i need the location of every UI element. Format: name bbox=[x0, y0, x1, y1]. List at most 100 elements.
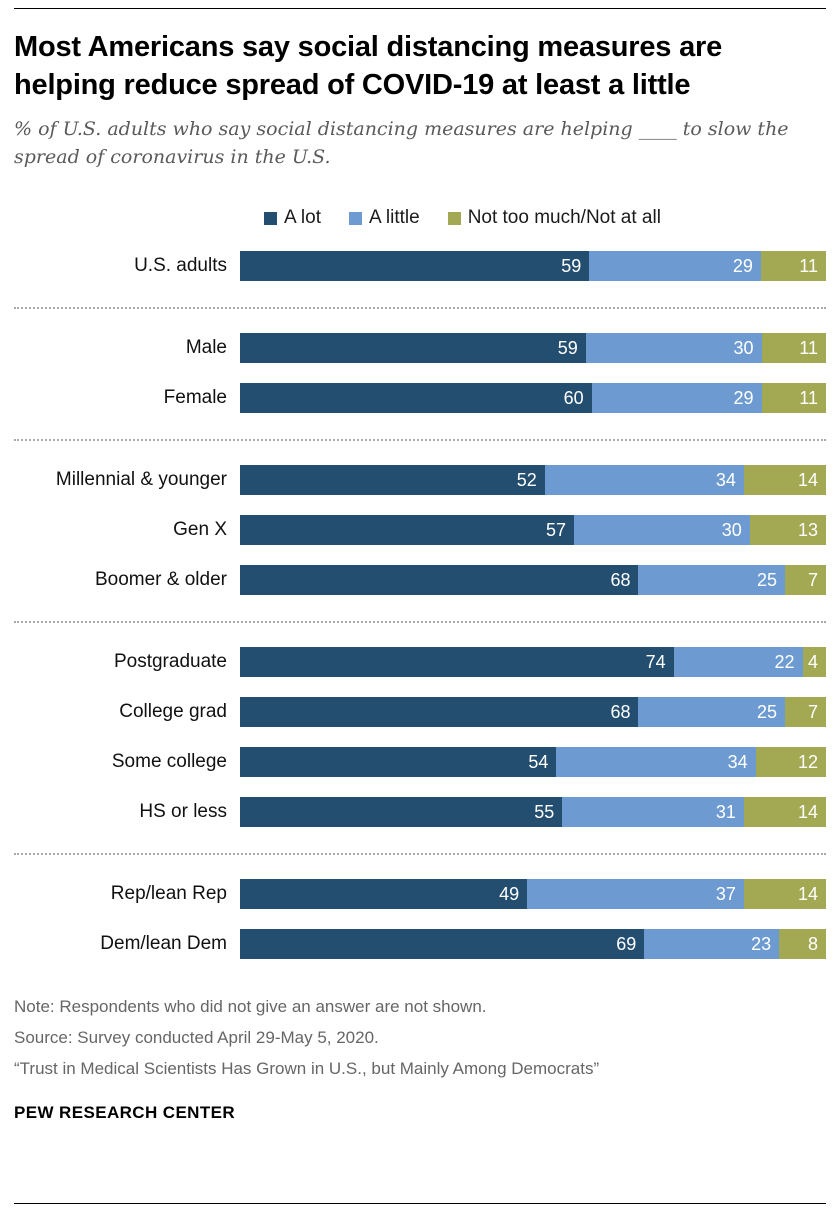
bar-row: Postgraduate 74 22 4 bbox=[14, 647, 826, 678]
row-label: Gen X bbox=[173, 519, 227, 541]
legend-swatch-icon bbox=[447, 211, 461, 225]
bar-value-label: 59 bbox=[557, 337, 578, 358]
bar-segment-1: 37 bbox=[527, 879, 744, 910]
bar-value-label: 34 bbox=[715, 469, 736, 490]
bar-segment-0: 59 bbox=[240, 333, 586, 364]
bar-value-label: 4 bbox=[807, 651, 818, 672]
group-divider bbox=[14, 307, 826, 310]
chart-subtitle: % of U.S. adults who say social distanci… bbox=[14, 118, 789, 168]
bar-value-label: 11 bbox=[799, 255, 818, 276]
bar-segment-2: 12 bbox=[755, 747, 826, 778]
bottom-rule bbox=[14, 1203, 826, 1204]
bar-row: Male 59 30 11 bbox=[14, 333, 826, 364]
bar-value-label: 49 bbox=[499, 883, 520, 904]
stacked-bar: 68 25 7 bbox=[240, 565, 826, 596]
bar-value-label: 14 bbox=[797, 469, 818, 490]
bar-value-label: 25 bbox=[756, 569, 777, 590]
bar-segment-0: 54 bbox=[240, 747, 557, 778]
footer-notes: Note: Respondents who did not give an an… bbox=[14, 995, 826, 1123]
bar-segment-1: 34 bbox=[544, 465, 744, 496]
bar-segment-0: 57 bbox=[240, 515, 575, 546]
row-label: Boomer & older bbox=[94, 569, 227, 591]
row-label: Millennial & younger bbox=[55, 469, 227, 491]
bar-segment-0: 68 bbox=[240, 565, 639, 596]
bar-segment-1: 25 bbox=[638, 697, 785, 728]
bar-row: Rep/lean Rep 49 37 14 bbox=[14, 879, 826, 910]
bar-value-label: 69 bbox=[616, 933, 637, 954]
row-label: HS or less bbox=[139, 801, 227, 823]
row-label: Female bbox=[163, 387, 227, 409]
legend-label: A little bbox=[368, 207, 420, 229]
bar-segment-1: 30 bbox=[574, 515, 750, 546]
bar-value-label: 14 bbox=[797, 883, 818, 904]
bar-value-label: 55 bbox=[534, 801, 555, 822]
stacked-bar: 74 22 4 bbox=[240, 647, 826, 678]
bar-segment-0: 59 bbox=[240, 251, 590, 282]
bar-value-label: 54 bbox=[528, 751, 549, 772]
group-divider bbox=[14, 439, 826, 442]
bar-segment-2: 7 bbox=[784, 697, 826, 728]
row-label: Some college bbox=[111, 751, 227, 773]
bar-segment-0: 49 bbox=[240, 879, 528, 910]
bar-value-label: 31 bbox=[715, 801, 736, 822]
bar-value-label: 22 bbox=[774, 651, 795, 672]
stacked-bar: 57 30 13 bbox=[240, 515, 826, 546]
row-label: College grad bbox=[119, 701, 227, 723]
bar-row: Dem/lean Dem 69 23 8 bbox=[14, 929, 826, 960]
bar-segment-1: 31 bbox=[562, 797, 744, 828]
bar-segment-2: 14 bbox=[743, 797, 826, 828]
legend-item-0: A lot bbox=[264, 207, 321, 229]
bar-value-label: 52 bbox=[516, 469, 537, 490]
bar-segment-2: 11 bbox=[761, 333, 826, 364]
stacked-bar: 55 31 14 bbox=[240, 797, 826, 828]
chart-legend: A lot A little Not too much/Not at all bbox=[264, 207, 826, 229]
bar-value-label: 13 bbox=[797, 519, 818, 540]
legend-swatch-icon bbox=[264, 211, 277, 225]
bar-segment-1: 29 bbox=[589, 251, 761, 282]
bar-value-label: 14 bbox=[797, 801, 818, 822]
page-title: Most Americans say social distancing mea… bbox=[14, 31, 723, 101]
stacked-bar: 54 34 12 bbox=[240, 747, 826, 778]
bar-segment-2: 8 bbox=[779, 929, 826, 960]
legend-label: Not too much/Not at all bbox=[467, 207, 661, 229]
bar-value-label: 34 bbox=[727, 751, 748, 772]
bar-segment-2: 11 bbox=[760, 251, 826, 282]
row-label: Male bbox=[185, 337, 227, 359]
bar-value-label: 8 bbox=[807, 933, 818, 954]
bar-row: U.S. adults 59 29 11 bbox=[14, 251, 826, 282]
bar-segment-0: 74 bbox=[240, 647, 674, 678]
bar-segment-2: 13 bbox=[749, 515, 826, 546]
bar-segment-2: 4 bbox=[802, 647, 826, 678]
bar-value-label: 30 bbox=[733, 337, 754, 358]
bar-row: College grad 68 25 7 bbox=[14, 697, 826, 728]
legend-label: A lot bbox=[284, 207, 321, 229]
bar-value-label: 11 bbox=[799, 387, 818, 408]
bar-segment-0: 68 bbox=[240, 697, 639, 728]
bar-row: Boomer & older 68 25 7 bbox=[14, 565, 826, 596]
bar-value-label: 74 bbox=[645, 651, 666, 672]
bar-value-label: 68 bbox=[610, 569, 631, 590]
bar-value-label: 11 bbox=[799, 337, 818, 358]
bar-row: Female 60 29 11 bbox=[14, 383, 826, 414]
legend-item-1: A little bbox=[348, 207, 420, 229]
top-rule bbox=[14, 8, 826, 9]
legend-swatch-icon bbox=[348, 211, 362, 225]
brand-wordmark: PEW RESEARCH CENTER bbox=[14, 1103, 236, 1123]
bar-segment-2: 14 bbox=[743, 879, 826, 910]
stacked-bar: 69 23 8 bbox=[240, 929, 826, 960]
bar-row: Some college 54 34 12 bbox=[14, 747, 826, 778]
bar-segment-2: 11 bbox=[761, 383, 826, 414]
group-divider bbox=[14, 853, 826, 856]
bar-value-label: 37 bbox=[715, 883, 736, 904]
note-line: Note: Respondents who did not give an an… bbox=[14, 997, 487, 1017]
row-label: Postgraduate bbox=[113, 651, 227, 673]
stacked-bar: 59 29 11 bbox=[240, 251, 826, 282]
bar-value-label: 29 bbox=[732, 255, 753, 276]
bar-segment-0: 52 bbox=[240, 465, 545, 496]
bar-value-label: 25 bbox=[756, 701, 777, 722]
stacked-bar: 49 37 14 bbox=[240, 879, 826, 910]
bar-segment-0: 55 bbox=[240, 797, 563, 828]
bar-value-label: 30 bbox=[721, 519, 742, 540]
bar-value-label: 29 bbox=[733, 387, 754, 408]
bar-segment-1: 34 bbox=[556, 747, 756, 778]
